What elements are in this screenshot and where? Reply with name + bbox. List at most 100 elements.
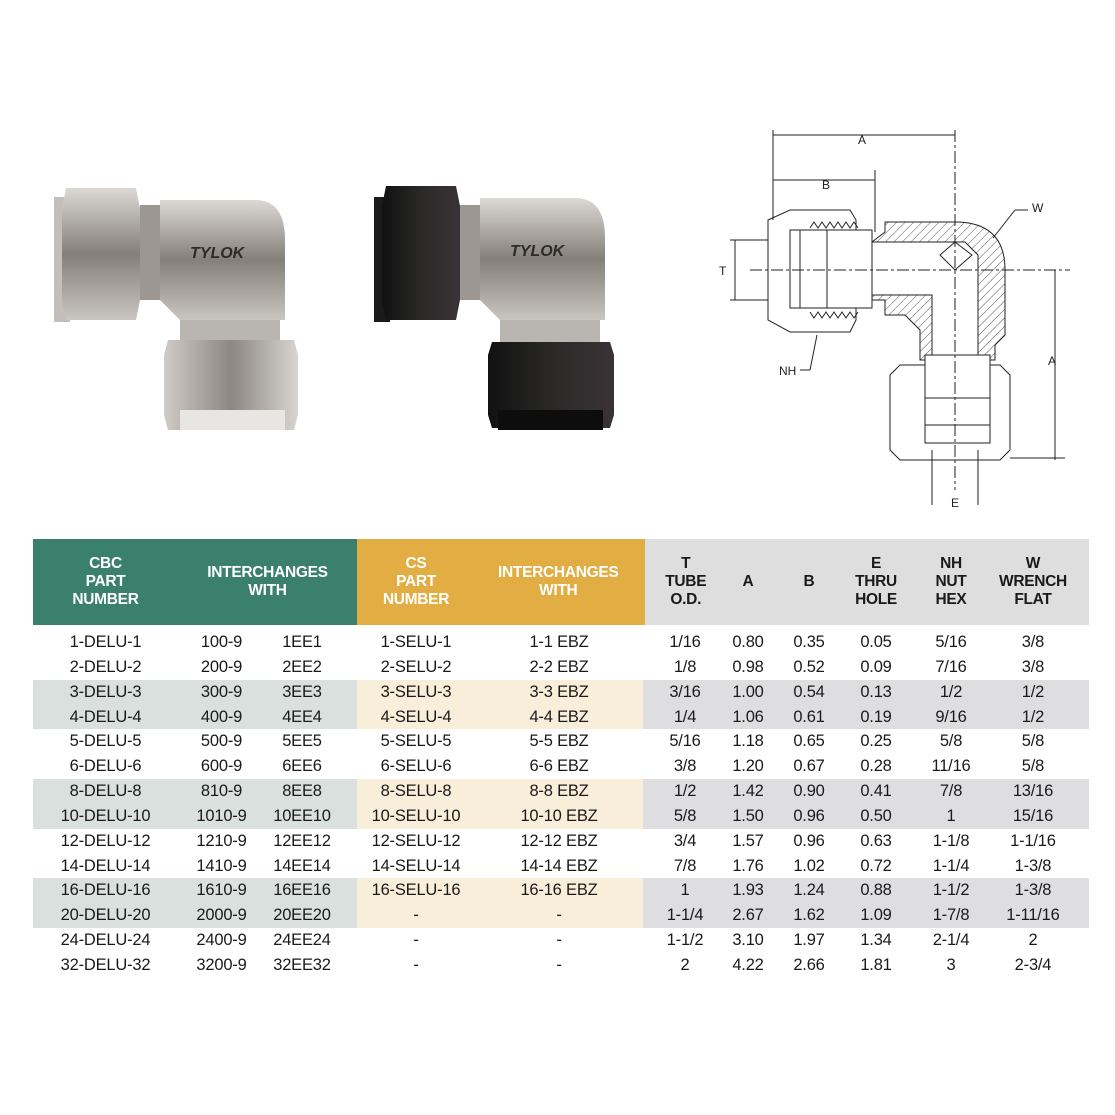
table-header-row: CBC PART NUMBER INTERCHANGES WITH CS PAR… [33,539,1089,625]
dim-e-cell: 0.05 [860,633,892,651]
table-row: 1-DELU-1 100-9 1EE1 1-SELU-1 1-1 EBZ 1/16 0.80… [33,630,1089,655]
nut-hex-cell: 11/16 [931,757,971,776]
dim-b-cell: 1.24 [769,878,849,904]
cs-part-cell: - [357,903,475,929]
wrench-flat-cell: 5/8 [1021,757,1045,776]
cbc-part-cell: 24-DELU-24 [60,931,151,950]
cbc-part-cell: 32-DELU-32 [60,955,151,974]
cs-interchange-cell: - [556,955,562,974]
dim-label-w: W [1032,201,1044,215]
cs-interchange-cell: 1-1 EBZ [529,633,589,651]
cs-part-cell: 6-SELU-6 [380,757,452,776]
dim-e-cell: 0.88 [849,878,903,904]
cbc-part-cell: 8-DELU-8 [33,779,178,804]
cs-part-cell: 2-SELU-2 [380,657,452,676]
header-cs-interchanges: INTERCHANGES WITH [475,539,643,625]
header-nh: NH NUT HEX [903,539,999,625]
cs-part-cell: 10-SELU-10 [357,803,475,829]
wrench-flat-cell: 1-11/16 [999,903,1089,929]
cs-interchange-cell: 16-16 EBZ [475,878,643,904]
wrench-flat-cell: 3/8 [1021,633,1045,651]
cs-interchange-cell: 8-8 EBZ [475,779,643,804]
dim-b-cell: 0.52 [793,657,825,676]
product-photo-black: TYLOK [374,186,614,430]
dim-b-cell: 0.90 [769,779,849,804]
cbc-interchange-2-cell: 1EE1 [282,633,322,651]
dim-b-cell: 0.96 [769,803,849,829]
dim-b-cell: 0.65 [793,732,825,751]
dim-a-cell: 1.42 [727,779,769,804]
cs-part-cell: 5-SELU-5 [380,732,452,751]
dim-a-cell: 2.67 [727,903,769,929]
header-cbc-part: CBC PART NUMBER [33,539,178,625]
product-photo-stainless: TYLOK [54,188,298,430]
wrench-flat-cell: 2-3/4 [1014,955,1052,974]
cbc-interchange-2-cell: 6EE6 [282,757,322,776]
cbc-interchange-1-cell: 2000-9 [178,903,265,929]
cbc-part-cell: 14-DELU-14 [60,856,151,875]
tube-od-cell: 1/16 [669,633,701,651]
dim-b-cell: 2.66 [793,955,825,974]
nut-hex-cell: 1-1/8 [932,831,970,850]
dim-b-cell: 0.54 [769,679,849,705]
wrench-flat-cell: 1-3/8 [999,878,1089,904]
hex-nut-bottom [164,340,298,430]
dimension-drawing: A B W T NH A E [719,130,1070,510]
tube-od-cell: 7/8 [673,856,697,875]
dim-label-a-side: A [1048,354,1056,368]
wrench-flat-cell: 3/8 [1021,657,1045,676]
tube-od-cell: 3/8 [673,757,697,776]
header-w: W WRENCH FLAT [999,539,1089,625]
elbow-body [160,200,285,320]
cs-part-cell: - [413,955,419,974]
cs-interchange-cell: 5-5 EBZ [529,732,589,751]
dim-b-cell: 0.35 [793,633,825,651]
cbc-part-cell: 20-DELU-20 [33,903,178,929]
dim-e-cell: 0.41 [849,779,903,804]
dim-a-cell: 1.00 [727,679,769,705]
cs-interchange-cell: 2-2 EBZ [529,657,589,676]
dim-label-nh: NH [779,364,796,378]
table-row: 20-DELU-20 2000-9 20EE20- -1-1/4 2.67 1.62 1.0… [33,903,1089,929]
tube-od-cell: 1/4 [643,704,727,730]
wrench-flat-cell: 1-3/8 [1014,856,1052,875]
dim-e-cell: 0.50 [849,803,903,829]
cbc-interchange-2-cell: 5EE5 [282,732,322,751]
table-row: 2-DELU-2 200-9 2EE2 2-SELU-2 2-2 EBZ 1/8 0.98 0… [33,655,1089,680]
dim-a-cell: 0.98 [732,657,764,676]
cbc-interchange-1-cell: 200-9 [200,657,243,676]
cbc-interchange-1-cell: 3200-9 [196,955,247,974]
tube-od-cell: 1/8 [673,657,697,676]
cbc-interchange-1-cell: 600-9 [200,757,243,776]
tube-od-cell: 1-1/4 [643,903,727,929]
dim-e-cell: 0.25 [860,732,892,751]
tylok-logo: TYLOK [190,245,246,262]
wrench-flat-cell: 15/16 [999,803,1089,829]
cs-interchange-cell: 12-12 EBZ [520,831,598,850]
dim-e-cell: 0.13 [849,679,903,705]
dim-b-cell: 1.97 [793,931,825,950]
dim-a-cell: 0.80 [732,633,764,651]
nut-hex-cell: 3 [946,955,956,974]
nut-hex-cell: 5/16 [935,633,967,651]
hex-nut-left [382,186,460,320]
cs-part-cell: 16-SELU-16 [357,878,475,904]
dim-e-cell: 0.09 [860,657,892,676]
cbc-interchange-2-cell: 16EE16 [265,878,357,904]
cbc-interchange-1-cell: 400-9 [178,704,265,730]
cbc-interchange-2-cell: 12EE12 [273,831,331,850]
cbc-interchange-1-cell: 1010-9 [178,803,265,829]
dim-label-b: B [822,178,830,192]
dim-e-cell: 0.28 [860,757,892,776]
tube-od-cell: 1 [643,878,727,904]
dim-label-a-top: A [858,133,866,147]
table-row: 5-DELU-5 500-9 5EE5 5-SELU-5 5-5 EBZ 5/16 1.18… [33,729,1089,754]
hex-nut-left [62,188,140,320]
dim-a-cell: 1.76 [732,856,764,875]
tylok-logo: TYLOK [510,243,566,260]
header-t: T TUBE O.D. [641,539,727,625]
cs-interchange-cell: 3-3 EBZ [475,679,643,705]
cbc-interchange-2-cell: 3EE3 [265,679,357,705]
tube-od-cell: 3/16 [643,679,727,705]
tube-od-cell: 2 [680,955,690,974]
